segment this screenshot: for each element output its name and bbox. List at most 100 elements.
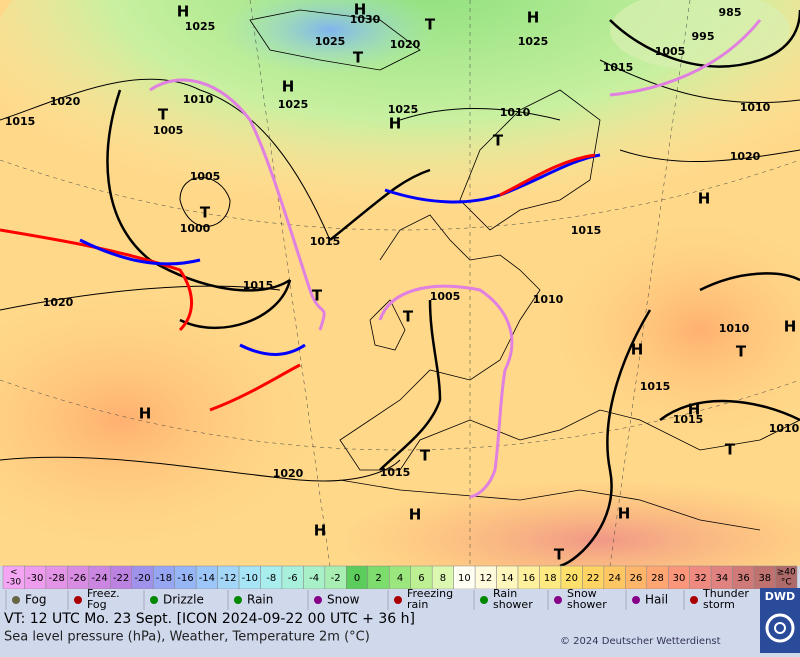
legend-label: Fog: [87, 598, 107, 611]
pressure-center: H: [139, 405, 152, 423]
isobar-label: 1015: [571, 224, 602, 237]
pressure-center: T: [353, 49, 364, 67]
isobars: [0, 59, 800, 482]
scale-label: 24: [608, 573, 621, 584]
isobar: [179, 279, 292, 329]
coastlines: [249, 9, 800, 531]
scale-label: -24: [91, 573, 107, 584]
scale-label: 30: [673, 573, 686, 584]
coast: [459, 89, 601, 231]
scale-label: 2: [375, 573, 381, 584]
legend-icon: [394, 596, 402, 604]
isobar-label: 1015: [380, 466, 411, 479]
isobar: [399, 108, 561, 121]
graticule-line: [0, 379, 800, 451]
isobar: [179, 177, 231, 227]
legend-icon: [690, 596, 698, 604]
legend-label: Hail: [645, 593, 668, 607]
scale-label: 14: [501, 573, 514, 584]
scale-label: -4: [309, 573, 319, 584]
isobar-label: 1015: [310, 235, 341, 248]
scale-label: -10: [242, 573, 258, 584]
pressure-center: T: [554, 546, 565, 564]
cold-front: [239, 343, 306, 356]
graticule-line: [0, 159, 800, 231]
isobar-label: 1015: [673, 413, 704, 426]
legend-label: storm: [703, 598, 735, 611]
coast: [369, 299, 406, 351]
isobar-label: 1025: [518, 35, 549, 48]
isobar-label: 1005: [153, 124, 184, 137]
legend-label: Rain: [493, 587, 517, 600]
isobar: [699, 272, 800, 292]
isobar-label: 1005: [190, 170, 221, 183]
isobar-label: 1025: [315, 35, 346, 48]
pressure-center: H: [282, 78, 295, 96]
scale-label: -14: [199, 573, 215, 584]
isobar: [599, 59, 800, 104]
scale-label: -8: [266, 573, 276, 584]
legend-label: rain: [407, 598, 428, 611]
warm-front: [209, 363, 301, 412]
scale-label: -16: [177, 573, 193, 584]
scale-label: -12: [220, 573, 236, 584]
pressure-center: H: [631, 341, 644, 359]
pressure-center: T: [725, 441, 736, 459]
dwd-logo-swirl: [765, 613, 795, 643]
legend-icon: [234, 596, 242, 604]
scale-label: -26: [70, 573, 86, 584]
isobar-label: 1030: [350, 13, 381, 26]
pressure-center: T: [425, 16, 436, 34]
isobar-label: 1010: [500, 106, 531, 119]
occluded-front: [609, 19, 762, 97]
pressure-center: H: [389, 115, 402, 133]
isobar-label: 1005: [655, 45, 686, 58]
pressure-center: T: [420, 447, 431, 465]
legend-icon: [150, 596, 158, 604]
isobar-label: 1015: [640, 380, 671, 393]
scale-label: -2: [331, 573, 341, 584]
legend-icon: [480, 596, 488, 604]
isobar-label: 1010: [740, 101, 771, 114]
scale-label: -28: [48, 573, 64, 584]
legend-label: Snow: [567, 587, 597, 600]
legend-icon: [12, 596, 20, 604]
isobar: [379, 299, 442, 471]
copyright: © 2024 Deutscher Wetterdienst: [560, 636, 721, 647]
pressure-center: H: [688, 401, 701, 419]
scale-label: -30: [6, 578, 21, 588]
legend-label: shower: [493, 598, 533, 611]
pressure-center: H: [698, 190, 711, 208]
dwd-logo-text: DWD: [765, 590, 795, 603]
isobar-label: 1010: [719, 322, 750, 335]
subtitle: Sea level pressure (hPa), Weather, Tempe…: [4, 630, 370, 645]
legend-label: Thunder: [702, 587, 749, 600]
occluded-front: [378, 284, 514, 499]
pressure-center: H: [177, 3, 190, 21]
isobar: [619, 149, 800, 163]
weather-legend: Fog Freez.Fog Drizzle Rain Snow FreezingrainR…: [5, 587, 749, 611]
scale-label: -18: [156, 573, 172, 584]
pressure-center: H: [527, 9, 540, 27]
coast: [339, 214, 800, 471]
scale-label: 28: [651, 573, 664, 584]
isobar-label: 1020: [273, 467, 304, 480]
legend-label: Fog: [25, 593, 46, 607]
dwd-logo-swirl: [774, 622, 786, 634]
legend-icon: [554, 596, 562, 604]
isobar: [609, 9, 800, 68]
pressure-center: H: [409, 506, 422, 524]
isobar-label: 1025: [388, 103, 419, 116]
isobar: [0, 456, 401, 482]
pressure-center: H: [314, 522, 327, 540]
scale-label: 12: [479, 573, 492, 584]
isobar-label: 1015: [5, 115, 36, 128]
pressure-center: T: [403, 308, 414, 326]
pressure-center: T: [158, 106, 169, 124]
scale-label: 32: [694, 573, 707, 584]
scale-label: 10: [458, 573, 471, 584]
scale-label: 34: [716, 573, 729, 584]
pressure-center: T: [312, 287, 323, 305]
scale-label: -6: [288, 573, 298, 584]
